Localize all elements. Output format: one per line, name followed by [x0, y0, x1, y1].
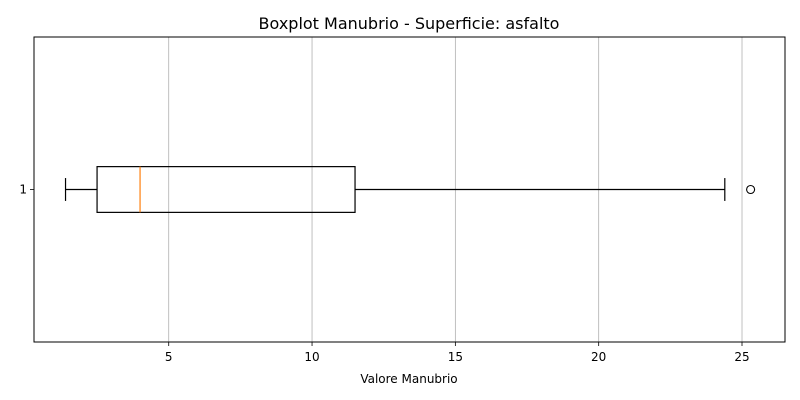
- box-1: [64, 166, 756, 213]
- chart-title: Boxplot Manubrio - Superficie: asfalto: [259, 14, 560, 33]
- box-group: [64, 166, 756, 213]
- y-axis-ticks: 1: [19, 183, 34, 197]
- x-tick-label: 15: [448, 350, 463, 364]
- x-tick-label: 10: [304, 350, 319, 364]
- outlier-point: [746, 184, 756, 195]
- x-tick-label: 5: [165, 350, 173, 364]
- x-tick-label: 25: [734, 350, 749, 364]
- x-axis-ticks: 5 10 15 20 25: [165, 342, 750, 364]
- x-axis-label: Valore Manubrio: [360, 372, 457, 386]
- iqr-box: [96, 166, 356, 213]
- y-tick-label: 1: [19, 183, 27, 197]
- x-tick-label: 20: [591, 350, 606, 364]
